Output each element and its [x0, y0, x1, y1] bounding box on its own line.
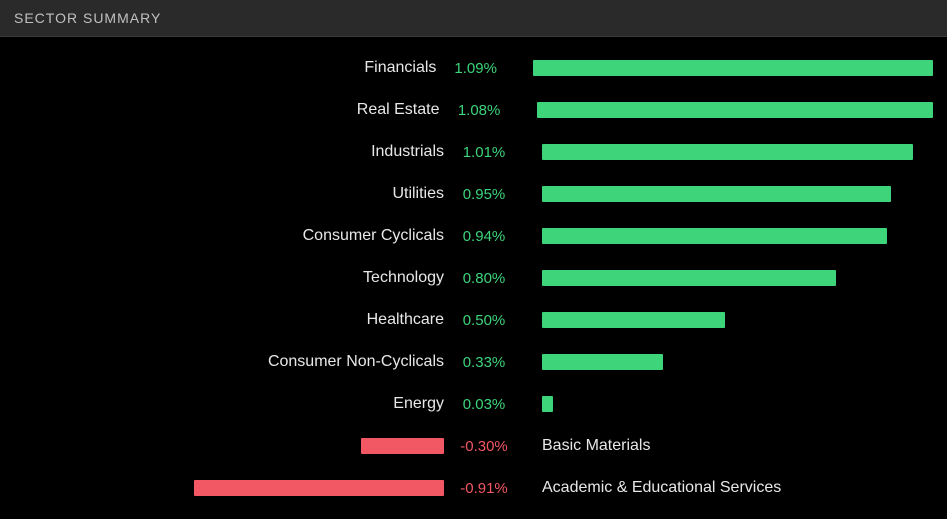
row-left: Real Estate — [14, 101, 440, 119]
sector-row[interactable]: Technology0.80% — [0, 257, 947, 299]
sector-bar-positive — [542, 396, 553, 412]
row-right: Basic Materials — [524, 437, 933, 455]
sector-bar-positive — [542, 312, 725, 328]
sector-rows: Financials1.09%Real Estate1.08%Industria… — [0, 37, 947, 509]
sector-name: Academic & Educational Services — [542, 479, 781, 497]
sector-change-pct: -0.91% — [444, 480, 524, 497]
row-left — [14, 438, 444, 454]
row-right — [515, 60, 933, 76]
sector-change-pct: 1.09% — [436, 60, 515, 77]
sector-name: Utilities — [392, 185, 444, 203]
sector-bar-negative — [194, 480, 444, 496]
sector-bar-negative — [361, 438, 444, 454]
row-left: Utilities — [14, 185, 444, 203]
sector-row[interactable]: -0.91% Academic & Educational Services — [0, 467, 947, 509]
row-right — [524, 270, 933, 286]
sector-name: Industrials — [371, 143, 444, 161]
row-right — [524, 354, 933, 370]
row-left: Industrials — [14, 143, 444, 161]
row-left: Healthcare — [14, 311, 444, 329]
sector-row[interactable]: Healthcare0.50% — [0, 299, 947, 341]
sector-name: Real Estate — [357, 101, 440, 119]
row-right — [524, 144, 933, 160]
sector-change-pct: 0.95% — [444, 186, 524, 203]
sector-bar-positive — [542, 270, 836, 286]
sector-name: Energy — [393, 395, 444, 413]
sector-row[interactable]: Real Estate1.08% — [0, 89, 947, 131]
sector-bar-positive — [542, 144, 913, 160]
sector-bar-positive — [542, 186, 891, 202]
sector-row[interactable]: Energy0.03% — [0, 383, 947, 425]
sector-name: Technology — [363, 269, 444, 287]
sector-bar-positive — [542, 354, 663, 370]
row-right — [524, 228, 933, 244]
row-right — [524, 186, 933, 202]
row-left: Technology — [14, 269, 444, 287]
sector-row[interactable]: -0.30% Basic Materials — [0, 425, 947, 467]
sector-name: Healthcare — [367, 311, 444, 329]
sector-bar-positive — [537, 102, 933, 118]
sector-name: Consumer Cyclicals — [303, 227, 444, 245]
row-right — [524, 396, 933, 412]
panel-title: SECTOR SUMMARY — [0, 0, 947, 37]
row-left: Financials — [14, 59, 436, 77]
sector-name: Basic Materials — [542, 437, 650, 455]
sector-bar-positive — [533, 60, 933, 76]
sector-row[interactable]: Consumer Cyclicals0.94% — [0, 215, 947, 257]
row-right: Academic & Educational Services — [524, 479, 933, 497]
sector-change-pct: 0.33% — [444, 354, 524, 371]
sector-name: Financials — [364, 59, 436, 77]
row-right — [519, 102, 933, 118]
sector-row[interactable]: Consumer Non-Cyclicals0.33% — [0, 341, 947, 383]
row-right — [524, 312, 933, 328]
sector-change-pct: 1.01% — [444, 144, 524, 161]
sector-bar-positive — [542, 228, 887, 244]
sector-row[interactable]: Financials1.09% — [0, 47, 947, 89]
row-left: Energy — [14, 395, 444, 413]
sector-change-pct: 0.94% — [444, 228, 524, 245]
sector-change-pct: -0.30% — [444, 438, 524, 455]
sector-change-pct: 1.08% — [440, 102, 519, 119]
sector-change-pct: 0.80% — [444, 270, 524, 287]
sector-name: Consumer Non-Cyclicals — [268, 353, 444, 371]
sector-row[interactable]: Industrials1.01% — [0, 131, 947, 173]
row-left: Consumer Non-Cyclicals — [14, 353, 444, 371]
row-left — [14, 480, 444, 496]
sector-row[interactable]: Utilities0.95% — [0, 173, 947, 215]
sector-change-pct: 0.03% — [444, 396, 524, 413]
row-left: Consumer Cyclicals — [14, 227, 444, 245]
sector-change-pct: 0.50% — [444, 312, 524, 329]
sector-summary-panel: SECTOR SUMMARY Financials1.09%Real Estat… — [0, 0, 947, 519]
